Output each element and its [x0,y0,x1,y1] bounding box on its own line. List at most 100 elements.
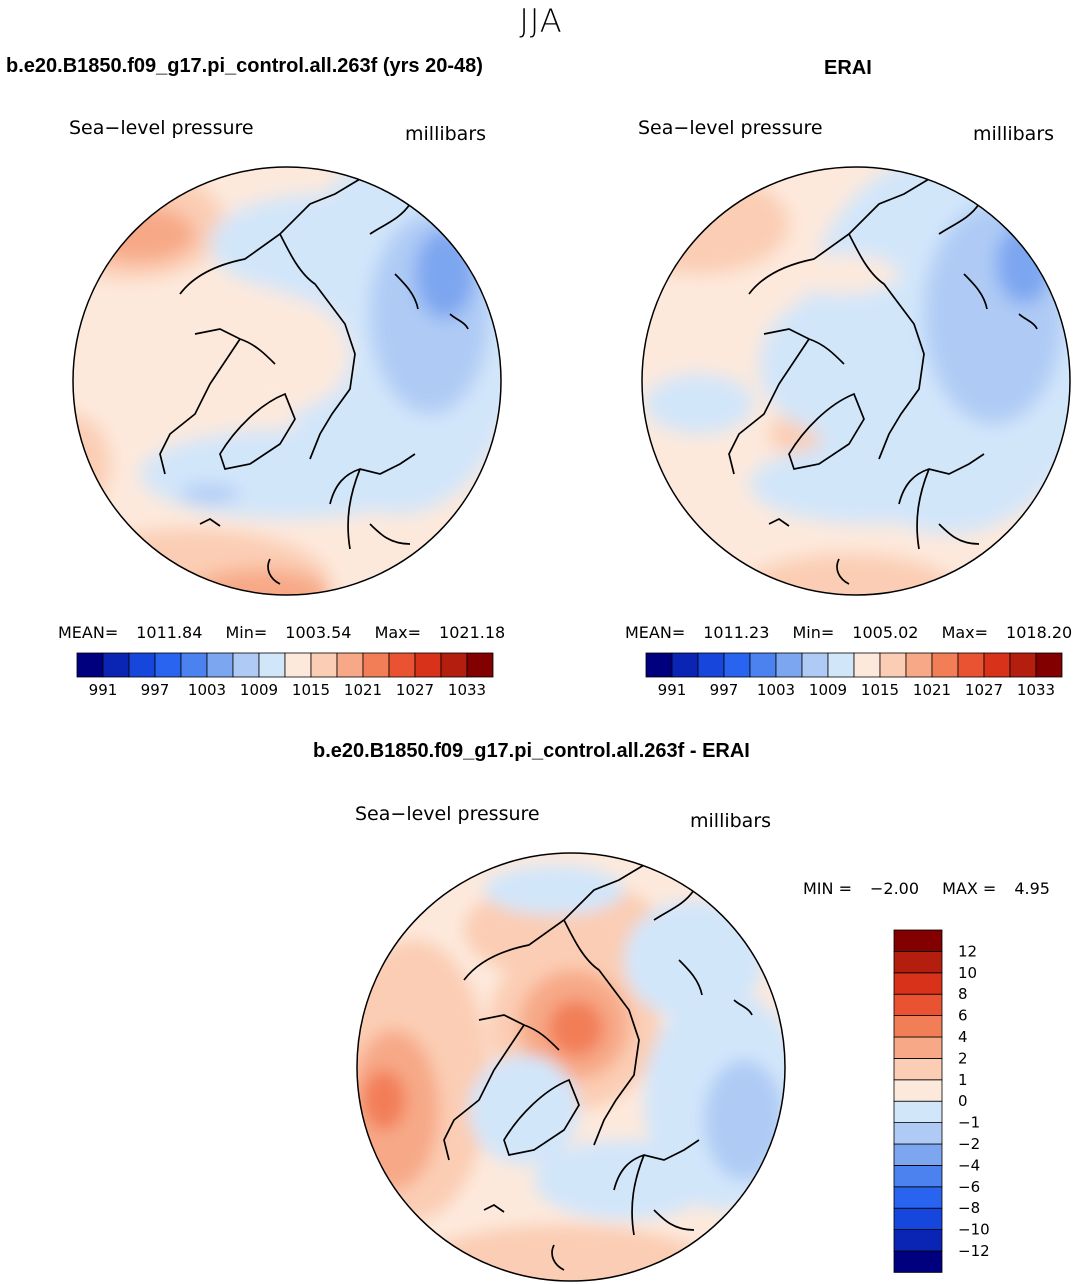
panel3-colorbar-box [893,1186,943,1209]
panel3-polar-map [356,852,786,1282]
panel2-colorbar-tick-label: 991 [658,681,687,699]
panel1-colorbar-box [232,652,260,678]
panel2-map-border [641,166,1071,596]
panel1-colorbar-box [206,652,234,678]
panel3-colorbar-box [893,1100,943,1123]
panel1-colorbar-box [284,652,312,678]
panel1-colorbar-box [310,652,338,678]
panel2-colorbar-box [931,652,959,678]
panel2-colorbar-box [957,652,985,678]
panel2-colorbar-box [1035,652,1063,678]
panel2-colorbar-tick-label: 1003 [757,681,795,699]
panel3-min-value: −2.00 [869,879,920,898]
panel1-units-label: millibars [405,123,487,145]
panel1-low-atlantic [140,429,440,519]
panel1-colorbar-tick-label: 1003 [188,681,226,699]
panel3-colorbar-box [893,1143,943,1166]
panel2-colorbar-box [905,652,933,678]
panel2-variable-label: Sea−level pressure [638,117,823,139]
panel1-polar-map [72,166,502,596]
panel2-low-asia-core [996,224,1052,304]
panel3-colorbar-box [893,1057,943,1081]
diff-title: b.e20.B1850.f09_g17.pi_control.all.263f … [313,740,750,762]
panel1-colorbar-tick-label: 1009 [240,681,278,699]
panel3-colorbar-box [893,1015,943,1038]
panel1-high-arctic [190,294,350,414]
panel1-colorbar-box [466,652,494,678]
panel3-colorbar-box [893,993,943,1016]
panel3-pos-arctic-max [548,1000,604,1056]
panel1-low-siberia [210,194,430,294]
season-title: JJA [519,2,563,40]
panel2-low-canada [644,374,754,434]
panel3-pos-west-max [362,1070,406,1130]
panel2-polar-map [641,166,1071,596]
panel3-colorbar-tick-label: 6 [958,1007,968,1025]
panel3-colorbar-tick-label: −12 [958,1242,990,1260]
panel2-colorbar-box [827,652,855,678]
panel3-colorbar-tick-label: 1 [958,1071,968,1089]
panel3-colorbar-box [893,972,943,995]
panel1-title: b.e20.B1850.f09_g17.pi_control.all.263f … [6,55,483,77]
panel3-colorbar-tick-label: −8 [958,1199,980,1217]
panel3-max-value: 4.95 [1014,879,1050,898]
panel3-max-label: MAX = [942,879,997,898]
panel2-neutral-siberia [779,254,899,294]
panel2-mean-label: MEAN= [625,623,686,642]
panel1-colorbar-box [76,652,104,678]
panel2-colorbar-box [749,652,777,678]
panel3-colorbar-tick-label: −1 [958,1114,980,1132]
panel1-colorbar-tick-label: 1021 [344,681,382,699]
panel1-high-pacific-core [85,206,195,262]
panel3-coastlines [443,864,753,1271]
panel1-max-value: 1021.18 [439,623,506,642]
panel2-units-label: millibars [973,123,1055,145]
panel2-colorbar-tick-label: 997 [710,681,739,699]
panel1-colorbar-box [388,652,416,678]
panel2-colorbar-box [801,652,829,678]
panel1-colorbar: 991 997 1003 1009 1015 1021 1027 1033 [76,652,494,699]
panel2-colorbar-tick-label: 1033 [1017,681,1055,699]
panel2-colorbar: 991 997 1003 1009 1015 1021 1027 1033 [645,652,1063,699]
panel2-colorbar-box [723,652,751,678]
panel3-stats: MIN = −2.00 MAX = 4.95 [803,879,1050,898]
panel1-colorbar-box [180,652,208,678]
panel3-neg-siberia [624,900,764,1020]
panel2-colorbar-box [983,652,1011,678]
panel1-map-border [72,166,502,596]
panel2-min-label: Min= [792,623,835,642]
panel1-colorbar-box [128,652,156,678]
panel1-colorbar-tick-label: 1033 [448,681,486,699]
panel2-coastlines [728,178,1038,585]
panel3-colorbar-tick-label: 8 [958,985,968,1003]
panel1-min-value: 1003.54 [285,623,352,642]
panel1-colorbar-box [440,652,468,678]
panel1-low-iceland [180,485,240,503]
panel2-colorbar-box [697,652,725,678]
panel3-colorbar-box [893,1122,943,1145]
panel2-colorbar-box [853,652,881,678]
panel3-neg-greenland [469,1055,579,1165]
panel3-colorbar-box [893,1229,943,1252]
panel3-neg-asia-core [704,1060,784,1180]
panel1-max-label: Max= [374,623,422,642]
panel3-colorbar-tick-label: 12 [958,942,977,960]
panel2-colorbar-box [879,652,907,678]
panel2-colorbar-tick-label: 1015 [861,681,899,699]
panel3-colorbar-tick-label: −2 [958,1135,980,1153]
panel1-low-asia-core [415,229,475,319]
panel1-colorbar-box [336,652,364,678]
panel3-colorbar-box [893,1207,943,1231]
panel1-colorbar-tick-label: 1027 [396,681,434,699]
panel3-colorbar-tick-label: 10 [958,964,977,982]
panel2-mean-value: 1011.23 [703,623,770,642]
panel2-stats: MEAN= 1011.23 Min= 1005.02 Max= 1018.20 [625,623,1072,642]
panel1-stats: MEAN= 1011.84 Min= 1003.54 Max= 1021.18 [58,623,505,642]
panel3-colorbar-box [893,929,943,952]
panel3-colorbar-tick-label: −6 [958,1178,980,1196]
panel1-colorbar-tick-label: 997 [141,681,170,699]
panel2-colorbar-box [671,652,699,678]
panel1-colorbar-tick-label: 991 [89,681,118,699]
panel3-colorbar-tick-label: 2 [958,1049,968,1067]
